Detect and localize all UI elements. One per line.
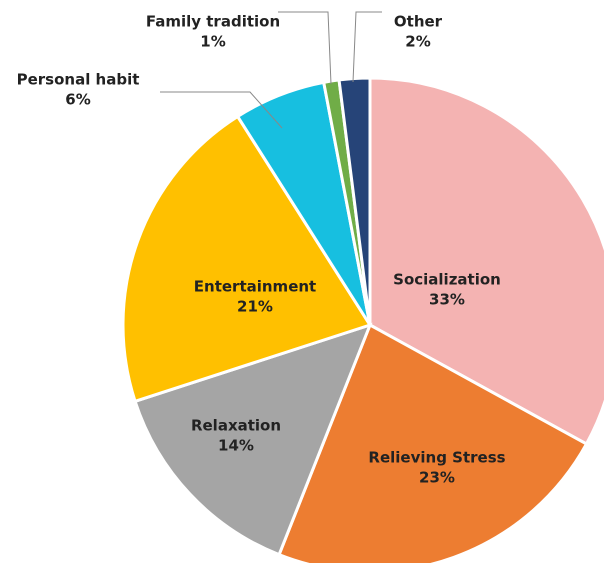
slice-value-label: 2% — [405, 33, 430, 51]
leader-line — [278, 11, 332, 85]
slice-value-label: 33% — [429, 291, 465, 309]
leader-line — [352, 11, 382, 83]
slice-label: Entertainment — [194, 278, 316, 296]
pie-slice — [368, 76, 604, 447]
slice-value-label: 23% — [419, 469, 455, 487]
pie-slice — [121, 114, 373, 404]
slice-label: Relieving Stress — [368, 449, 505, 467]
slice-value-label: 1% — [200, 33, 225, 51]
slice-value-label: 21% — [237, 298, 273, 316]
slice-label: Family tradition — [146, 13, 280, 31]
slice-label: Socialization — [393, 271, 501, 289]
leader-line — [160, 91, 283, 129]
pie-slice — [337, 76, 372, 326]
slice-label: Other — [394, 13, 443, 31]
pie-slice — [277, 322, 589, 563]
slice-label: Personal habit — [17, 71, 140, 89]
slice-label: Relaxation — [191, 417, 281, 435]
slice-value-label: 6% — [65, 91, 90, 109]
slice-value-label: 14% — [218, 437, 254, 455]
